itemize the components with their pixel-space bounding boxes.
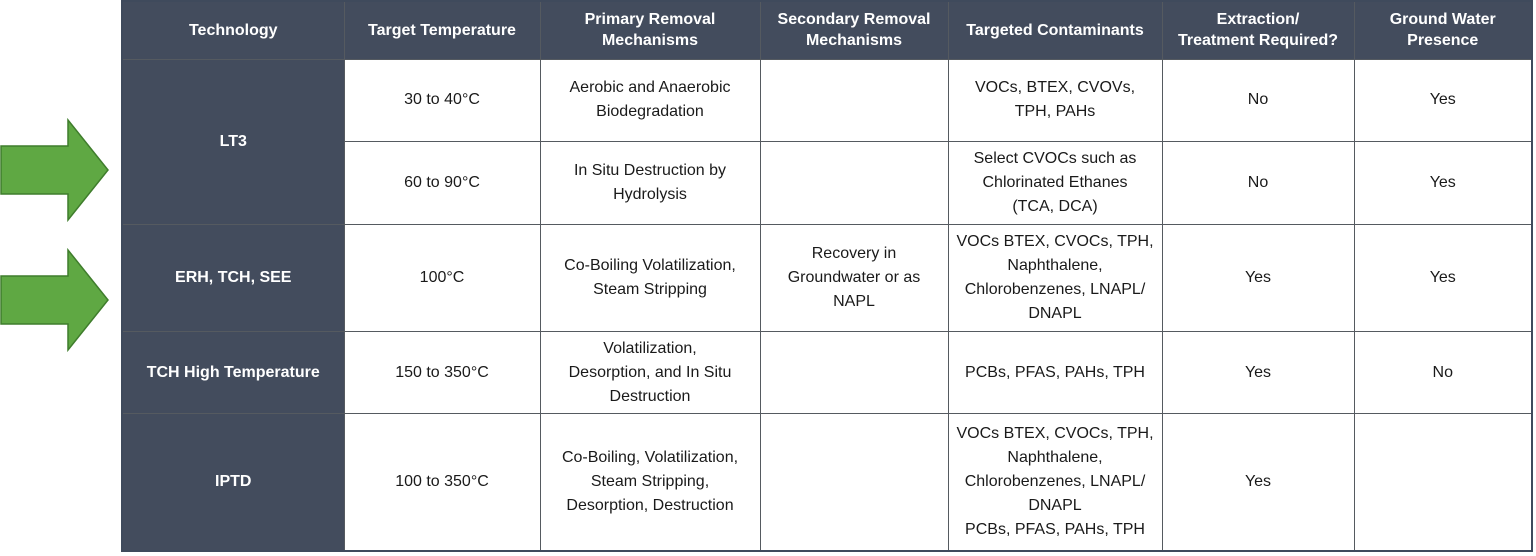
contaminants-cell: PCBs, PFAS, PAHs, TPH bbox=[947, 330, 1163, 415]
temperature-cell: 100°C bbox=[343, 223, 541, 332]
technology-erh-tch-see: ERH, TCH, SEE bbox=[121, 223, 345, 332]
technology-tch-high-temperature: TCH High Temperature bbox=[121, 330, 345, 415]
groundwater-cell: Yes bbox=[1353, 141, 1533, 225]
secondary-mechanism-cell bbox=[759, 58, 949, 143]
right-arrow-icon bbox=[0, 248, 109, 352]
header-extraction-required: Extraction/ Treatment Required? bbox=[1161, 0, 1355, 60]
primary-mechanism-cell: In Situ Destruction by Hydrolysis bbox=[539, 141, 761, 225]
temperature-cell: 60 to 90°C bbox=[343, 141, 541, 225]
secondary-mechanism-cell bbox=[759, 141, 949, 225]
table-row: ERH, TCH, SEE 100°C Co-Boiling Volatiliz… bbox=[121, 223, 1533, 332]
primary-mechanism-cell: Aerobic and Anaerobic Biodegradation bbox=[539, 58, 761, 143]
contaminants-cell: VOCs BTEX, CVOCs, TPH, Naphthalene, Chlo… bbox=[947, 223, 1163, 332]
header-secondary-removal: Secondary Removal Mechanisms bbox=[759, 0, 949, 60]
extraction-cell: No bbox=[1161, 141, 1355, 225]
table-row: 60 to 90°C In Situ Destruction by Hydrol… bbox=[122, 141, 1533, 225]
header-row: Technology Target Temperature Primary Re… bbox=[121, 0, 1533, 60]
primary-mechanism-cell: Volatilization, Desorption, and In Situ … bbox=[539, 330, 761, 415]
groundwater-cell: Yes bbox=[1353, 58, 1533, 143]
technology-lt3: LT3 bbox=[121, 58, 345, 225]
temperature-cell: 150 to 350°C bbox=[343, 330, 541, 415]
table-row: LT3 30 to 40°C Aerobic and Anaerobic Bio… bbox=[121, 58, 1533, 225]
table-row: IPTD 100 to 350°C Co-Boiling, Volatiliza… bbox=[121, 413, 1533, 552]
header-primary-removal: Primary Removal Mechanisms bbox=[539, 0, 761, 60]
extraction-cell: Yes bbox=[1161, 413, 1355, 552]
groundwater-cell: Yes bbox=[1353, 223, 1533, 332]
header-technology: Technology bbox=[121, 0, 345, 60]
table-row: TCH High Temperature 150 to 350°C Volati… bbox=[121, 330, 1533, 415]
header-target-temperature: Target Temperature bbox=[343, 0, 541, 60]
primary-mechanism-cell: Co-Boiling Volatilization, Steam Strippi… bbox=[539, 223, 761, 332]
header-targeted-contaminants: Targeted Contaminants bbox=[947, 0, 1163, 60]
extraction-cell: No bbox=[1161, 58, 1355, 143]
secondary-mechanism-cell bbox=[759, 330, 949, 415]
right-arrow-icon bbox=[0, 118, 109, 222]
contaminants-cell: VOCs BTEX, CVOCs, TPH, Naphthalene, Chlo… bbox=[947, 413, 1163, 552]
extraction-cell: Yes bbox=[1161, 330, 1355, 415]
secondary-mechanism-cell: Recovery in Groundwater or as NAPL bbox=[759, 223, 949, 332]
contaminants-cell: VOCs, BTEX, CVOVs, TPH, PAHs bbox=[947, 58, 1163, 143]
primary-mechanism-cell: Co-Boiling, Volatilization, Steam Stripp… bbox=[539, 413, 761, 552]
temperature-cell: 30 to 40°C bbox=[343, 58, 541, 143]
technology-iptd: IPTD bbox=[121, 413, 345, 552]
thermal-technologies-table: Technology Target Temperature Primary Re… bbox=[121, 0, 1533, 552]
groundwater-cell: No bbox=[1353, 330, 1533, 415]
extraction-cell: Yes bbox=[1161, 223, 1355, 332]
groundwater-cell bbox=[1353, 413, 1533, 552]
header-groundwater-presence: Ground Water Presence bbox=[1353, 0, 1533, 60]
contaminants-cell: Select CVOCs such as Chlorinated Ethanes… bbox=[947, 141, 1163, 225]
temperature-cell: 100 to 350°C bbox=[343, 413, 541, 552]
secondary-mechanism-cell bbox=[759, 413, 949, 552]
